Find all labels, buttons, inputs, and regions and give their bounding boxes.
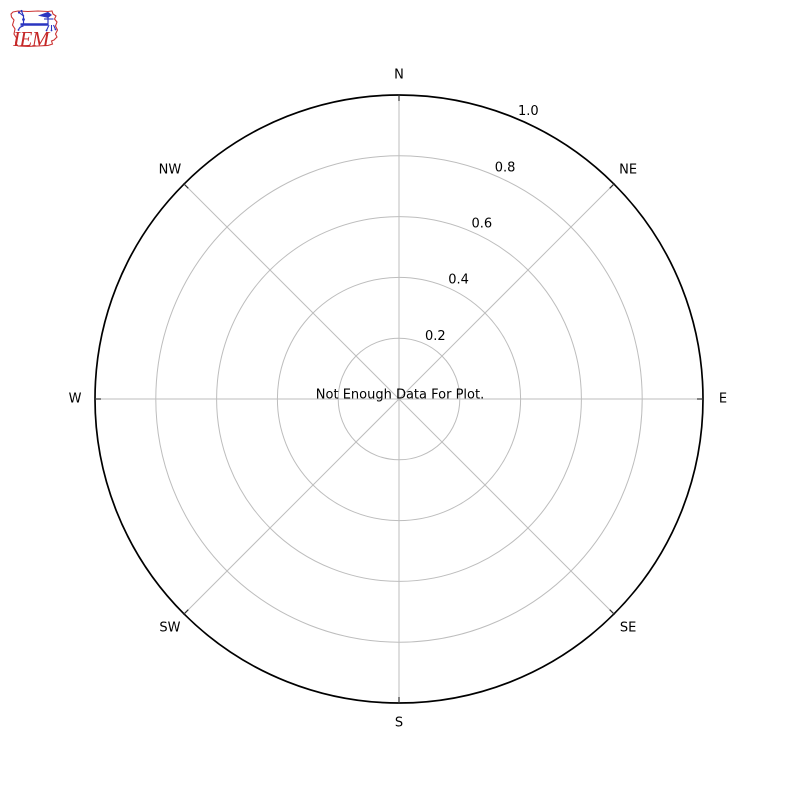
anemometer-cup-1 <box>17 11 21 14</box>
direction-label-s: S <box>395 716 403 731</box>
iem-logo-text: IEM <box>12 27 51 50</box>
direction-label-se: SE <box>620 621 636 636</box>
anemometer-cup-2 <box>20 9 23 13</box>
no-data-note: Not Enough Data For Plot. <box>316 388 484 403</box>
prong-tip-3 <box>54 28 57 31</box>
theta-tick-sw <box>182 609 189 616</box>
direction-label-sw: SW <box>159 621 180 636</box>
wind-vane-flag <box>37 11 52 18</box>
theta-tick-ne <box>609 182 616 189</box>
prong-tip-1 <box>45 29 48 32</box>
radial-tick-label-0.4: 0.4 <box>448 273 469 288</box>
direction-label-e: E <box>719 392 727 407</box>
direction-label-w: W <box>69 392 82 407</box>
left-hook-tip <box>17 29 20 31</box>
direction-label-ne: NE <box>619 162 637 177</box>
direction-label-nw: NW <box>159 162 182 177</box>
spoke-nw <box>183 183 400 400</box>
weather-station-icon <box>17 9 57 32</box>
prong-1 <box>45 24 50 31</box>
radial-tick-label-1.0: 1.0 <box>518 104 539 119</box>
prong-tip-2 <box>50 29 53 32</box>
iowa-outline-icon <box>10 10 59 48</box>
spoke-ne <box>398 183 615 400</box>
direction-label-n: N <box>394 68 404 83</box>
radial-tick-label-0.2: 0.2 <box>425 329 446 344</box>
spoke-sw <box>183 398 400 615</box>
radial-tick-label-0.6: 0.6 <box>471 217 492 232</box>
theta-tick-nw <box>182 182 189 189</box>
theta-tick-se <box>609 609 616 616</box>
iem-logo: IEM <box>10 9 59 50</box>
radial-tick-label-0.8: 0.8 <box>495 160 516 175</box>
spoke-se <box>398 398 615 615</box>
mast-bead <box>22 18 25 21</box>
